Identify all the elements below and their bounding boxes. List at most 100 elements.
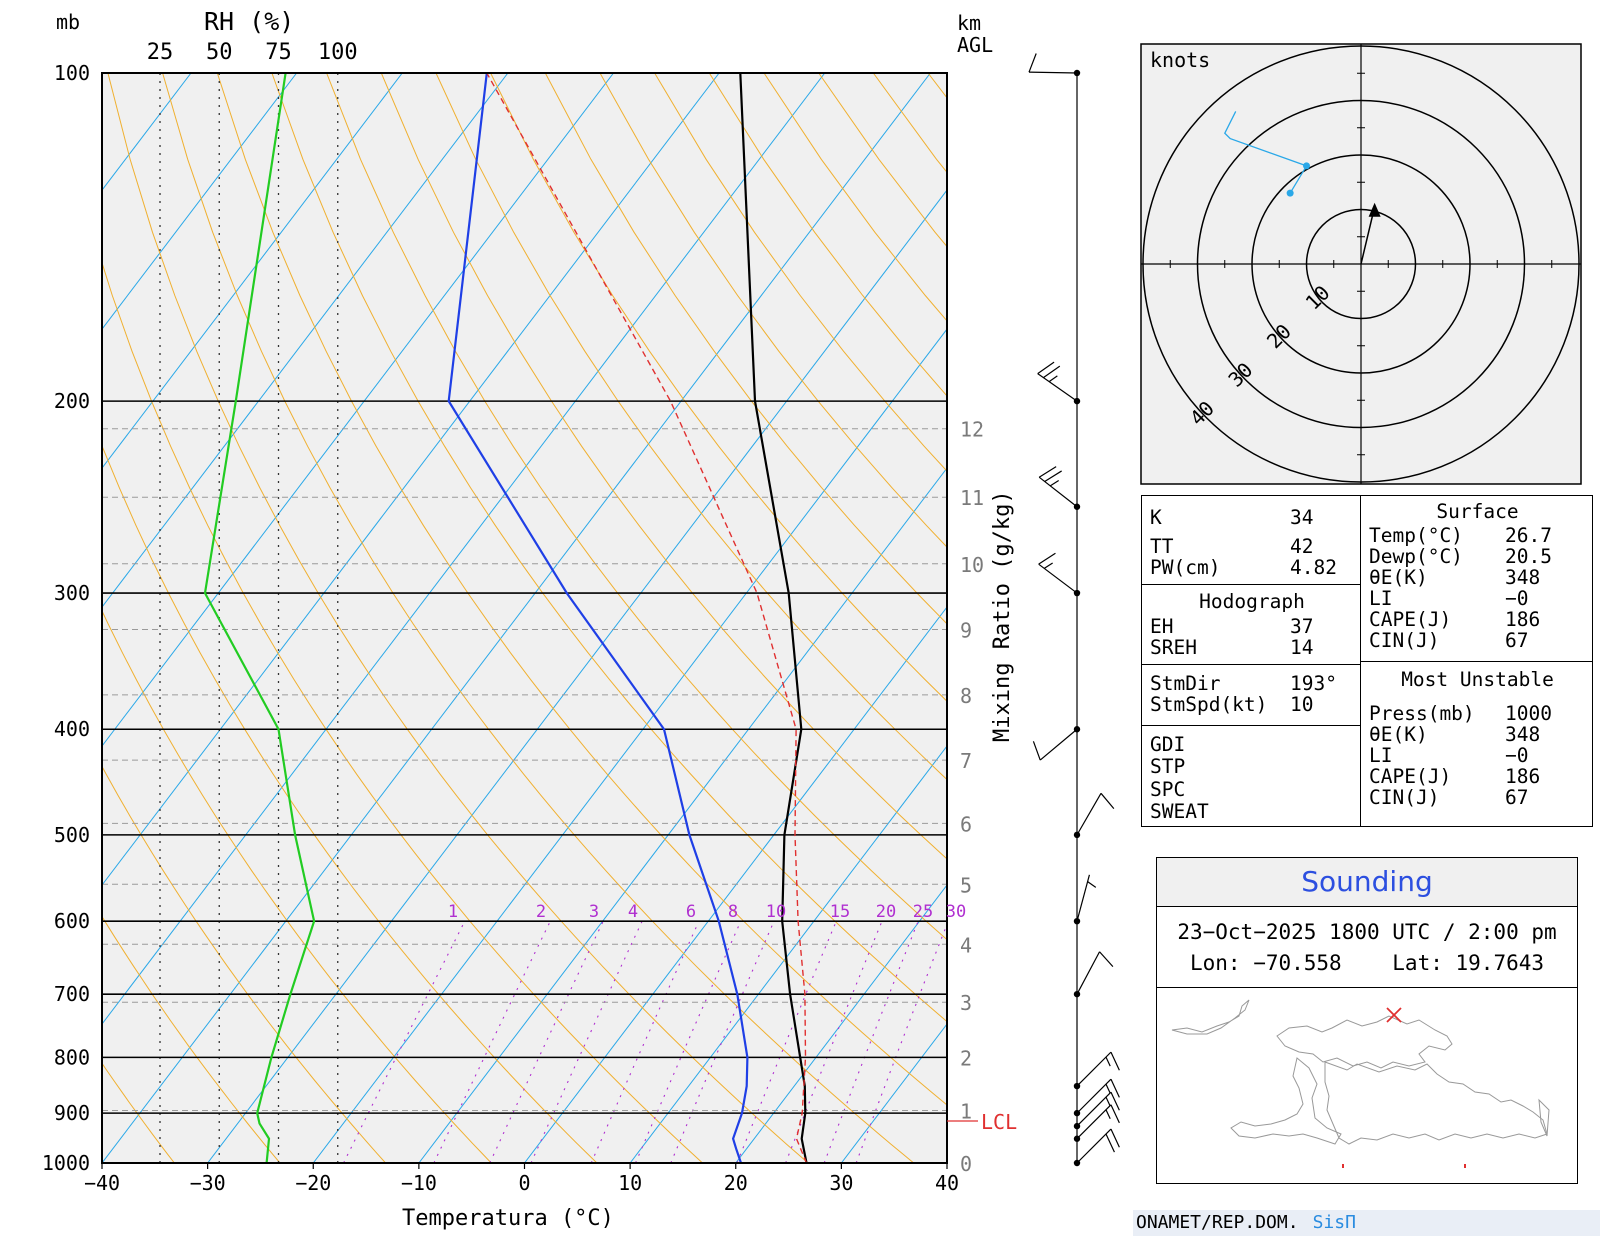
isotherm-lines <box>102 73 947 1163</box>
footer-org: ONAMET/REP.DOM. <box>1136 1212 1299 1233</box>
km-tick-label: 11 <box>960 486 984 510</box>
sounding-info-box: Sounding 23−Oct−2025 1800 UTC / 2:00 pm … <box>1156 857 1578 1184</box>
dry-adiabat-line <box>102 444 598 1163</box>
dry-adiabat-line <box>490 73 947 702</box>
wind-barb-feather <box>1110 1051 1120 1071</box>
surface-temp-label: Temp(°C) <box>1369 524 1463 547</box>
km-tick-label: 6 <box>960 812 972 836</box>
pressure-tick-label: 400 <box>54 717 90 741</box>
mixing-ratio-tick-label: 25 <box>913 902 933 922</box>
index-tt-value: 42 <box>1290 535 1314 558</box>
wind-barb-feather <box>1099 951 1114 968</box>
surface-cin-label: CIN(J) <box>1369 629 1440 652</box>
mixing-ratio-tick-label: 3 <box>589 902 599 922</box>
surface-li-value: −0 <box>1505 587 1529 610</box>
wind-barb-shaft <box>1076 1128 1112 1164</box>
dry-adiabat-line <box>326 73 947 941</box>
dry-adiabat-line <box>102 765 386 1163</box>
lcl-label: LCL <box>981 1110 1017 1134</box>
storm-motion-arrowhead <box>1368 202 1381 217</box>
isotherm-line <box>312 328 947 1163</box>
divider <box>1361 661 1592 662</box>
wind-barb-column <box>1028 53 1120 1167</box>
pressure-tick-label: 900 <box>54 1101 90 1125</box>
km-tick-label: 10 <box>960 553 984 577</box>
surface-cape-value: 186 <box>1505 608 1541 631</box>
wind-barb-feather <box>1105 1133 1115 1153</box>
island-outline <box>1171 999 1550 1145</box>
km-tick-label: 1 <box>960 1099 972 1123</box>
mu-li-value: −0 <box>1505 744 1529 767</box>
wind-barb-half-feather <box>1105 1109 1111 1120</box>
surface-thetae-value: 348 <box>1505 566 1541 589</box>
wind-barb-shaft <box>1039 728 1078 761</box>
hodograph-section-header: Hodograph <box>1199 590 1305 613</box>
dry-adiabat-line <box>107 73 809 1163</box>
mu-cape-value: 186 <box>1505 765 1541 788</box>
mixing-ratio-tick-label: 10 <box>766 902 786 922</box>
pressure-tick-label: 300 <box>54 581 90 605</box>
mixing-ratio-line <box>670 920 775 1163</box>
isotherm-line <box>735 884 947 1163</box>
dry-adiabat-line <box>271 73 947 1023</box>
isotherm-line <box>102 73 931 1163</box>
mixing-ratio-tick-label: 8 <box>728 902 738 922</box>
wind-barb-shaft <box>1076 874 1091 922</box>
surface-cin-value: 67 <box>1505 629 1529 652</box>
km-tick-label: 8 <box>960 684 972 708</box>
hodograph-point <box>1303 162 1310 170</box>
km-tick-label: 12 <box>960 418 984 442</box>
dry-adiabat-line <box>162 73 915 1163</box>
lon-value: −70.558 <box>1253 951 1342 975</box>
isotherm-line <box>524 606 947 1163</box>
x-axis-title: Temperatura (°C) <box>402 1206 614 1231</box>
location-map <box>1171 999 1550 1168</box>
index-stmdir-value: 193° <box>1290 672 1337 695</box>
wind-barb-shaft <box>1076 951 1101 995</box>
wind-barb-feather <box>1037 361 1055 375</box>
wind-barb-shaft <box>1038 563 1078 594</box>
km-agl-label: AGL <box>957 33 993 57</box>
mu-cin-label: CIN(J) <box>1369 786 1440 809</box>
km-tick-label: 9 <box>960 618 972 642</box>
index-eh-value: 37 <box>1290 615 1314 638</box>
dewpoint-line <box>447 73 749 1163</box>
index-k-label: K <box>1150 506 1162 529</box>
wind-barb-feather <box>1110 1078 1120 1098</box>
x-tick-label: 10 <box>618 1171 642 1195</box>
rh-axis-title: RH (%) <box>204 7 294 36</box>
temperature-line <box>739 73 808 1163</box>
lat-label: Lat: <box>1392 951 1443 975</box>
dry-adiabat-lines <box>102 73 947 1163</box>
plot-background <box>102 73 947 1163</box>
wind-barb-half-feather <box>1105 1096 1111 1107</box>
surface-thetae-label: θE(K) <box>1369 566 1428 589</box>
km-tick-label: 7 <box>960 749 972 773</box>
km-tick-label: 5 <box>960 873 972 897</box>
mu-thetae-label: θE(K) <box>1369 723 1428 746</box>
pressure-tick-label: 100 <box>54 61 90 85</box>
pressure-tick-label: 800 <box>54 1045 90 1069</box>
surface-cape-label: CAPE(J) <box>1369 608 1452 631</box>
dry-adiabat-line <box>544 73 947 625</box>
indices-right-column: Surface Temp(°C) 26.7 Dewp(°C) 20.5 θE(K… <box>1360 495 1593 827</box>
isotherm-line <box>102 73 403 469</box>
divider <box>1142 584 1360 585</box>
dry-adiabat-line <box>380 73 947 860</box>
dry-adiabat-line <box>102 915 281 1163</box>
pressure-tick-label: 700 <box>54 982 90 1006</box>
mu-li-label: LI <box>1369 744 1393 767</box>
wind-barb-shaft <box>1076 793 1102 836</box>
wind-barb-feather <box>1038 466 1057 478</box>
index-pw-label: PW(cm) <box>1150 556 1221 579</box>
hodograph-trace <box>1224 111 1308 194</box>
mixing-ratio-tick-label: 2 <box>536 902 546 922</box>
mu-thetae-value: 348 <box>1505 723 1541 746</box>
index-stmspd-value: 10 <box>1290 693 1314 716</box>
sounding-location: Lon: −70.558 Lat: 19.7643 <box>1157 951 1577 975</box>
mixing-ratio-line <box>634 920 742 1163</box>
mixing-ratio-tick-label: 1 <box>448 902 458 922</box>
index-k-value: 34 <box>1290 506 1314 529</box>
